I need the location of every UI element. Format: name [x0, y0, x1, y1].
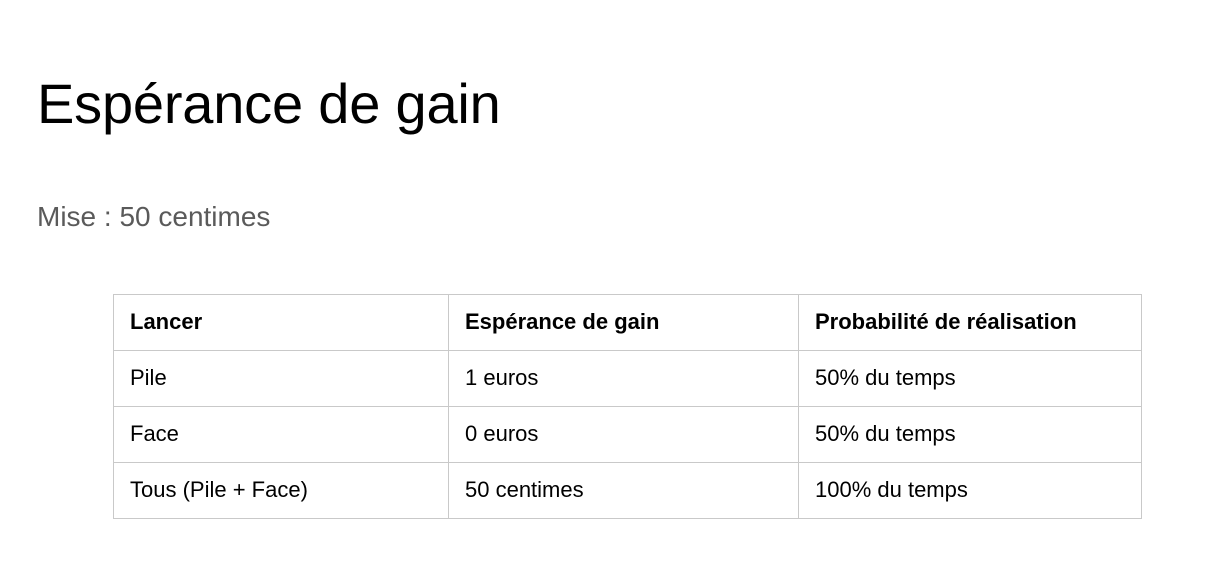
cell-esperance: 0 euros	[448, 406, 799, 463]
column-header-lancer: Lancer	[113, 294, 449, 351]
stake-label: Mise : 50 centimes	[37, 201, 271, 232]
page-title: Espérance de gain	[37, 71, 501, 135]
table-body: Pile 1 euros 50% du temps Face 0 euros 5…	[113, 350, 1142, 519]
table-row: Tous (Pile + Face) 50 centimes 100% du t…	[113, 462, 1142, 519]
cell-lancer: Tous (Pile + Face)	[113, 462, 449, 519]
cell-probabilite: 100% du temps	[798, 462, 1142, 519]
column-header-probabilite: Probabilité de réalisation	[798, 294, 1142, 351]
column-header-esperance: Espérance de gain	[448, 294, 799, 351]
cell-lancer: Pile	[113, 350, 449, 407]
table-row: Pile 1 euros 50% du temps	[113, 350, 1142, 407]
expected-gain-table: Lancer Espérance de gain Probabilité de …	[113, 294, 1142, 519]
cell-lancer: Face	[113, 406, 449, 463]
table-header: Lancer Espérance de gain Probabilité de …	[113, 294, 1142, 351]
table-row: Face 0 euros 50% du temps	[113, 406, 1142, 463]
cell-probabilite: 50% du temps	[798, 350, 1142, 407]
cell-esperance: 1 euros	[448, 350, 799, 407]
cell-esperance: 50 centimes	[448, 462, 799, 519]
cell-probabilite: 50% du temps	[798, 406, 1142, 463]
table-header-row: Lancer Espérance de gain Probabilité de …	[113, 294, 1142, 351]
